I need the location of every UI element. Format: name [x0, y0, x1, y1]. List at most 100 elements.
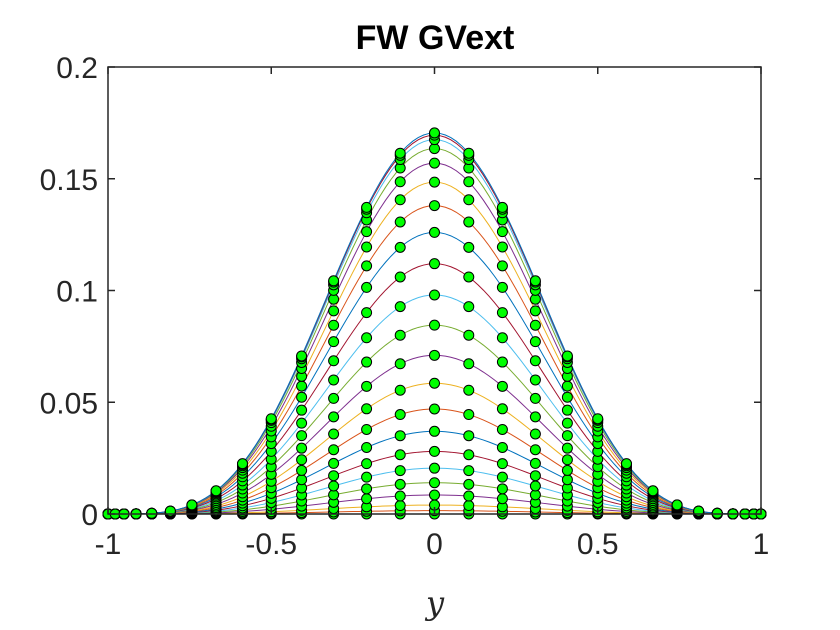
data-point-17-15 — [463, 176, 475, 188]
data-point-13-12 — [361, 307, 373, 319]
data-point-10-15 — [463, 358, 475, 370]
y-tick-label-4: 0.2 — [56, 52, 98, 85]
data-point-7-15 — [463, 430, 475, 442]
data-point-8-13 — [394, 409, 406, 421]
chart-title: FW GVext — [356, 19, 515, 57]
data-point-21-22 — [671, 499, 683, 511]
data-point-5-17 — [529, 480, 541, 492]
data-point-6-13 — [394, 449, 406, 461]
data-point-12-13 — [394, 301, 406, 313]
data-point-17-14 — [429, 157, 440, 169]
data-point-7-10 — [296, 474, 308, 486]
x-tick-labels: -1 -0.5 0 0.5 1 — [95, 528, 770, 561]
data-point-21-21 — [647, 485, 659, 497]
data-point-12-17 — [529, 374, 541, 386]
y-tick-label-3: 0.15 — [40, 164, 98, 197]
data-point-14-18 — [561, 391, 573, 403]
data-point-6-11 — [328, 470, 340, 482]
data-point-9-11 — [328, 428, 340, 440]
data-point-5-14 — [429, 462, 440, 474]
data-point-7-12 — [361, 441, 373, 453]
data-point-21-10 — [296, 350, 308, 362]
data-point-7-17 — [529, 457, 541, 469]
data-point-21-9 — [265, 413, 277, 425]
data-point-21-8 — [237, 458, 249, 470]
data-point-10-12 — [361, 380, 373, 392]
data-point-14-11 — [328, 336, 340, 348]
data-point-6-16 — [496, 458, 508, 470]
data-point-4-16 — [496, 483, 508, 495]
data-point-7-14 — [429, 425, 440, 437]
data-point-14-10 — [296, 391, 308, 403]
data-point-15-15 — [463, 216, 475, 228]
data-point-12-18 — [561, 417, 573, 429]
data-point-9-17 — [529, 428, 541, 440]
data-point-13-14 — [429, 258, 440, 270]
data-point-10-14 — [429, 349, 440, 361]
data-point-13-11 — [328, 355, 340, 367]
data-point-13-18 — [561, 404, 573, 416]
data-point-9-12 — [361, 403, 373, 415]
data-point-12-15 — [463, 301, 475, 313]
data-point-16-12 — [361, 241, 373, 253]
data-point-16-14 — [429, 176, 440, 188]
x-tick-label-1: -0.5 — [245, 528, 297, 561]
y-tick-label-2: 0.1 — [56, 276, 98, 309]
data-point-21-6 — [186, 499, 198, 511]
data-point-5-16 — [496, 471, 508, 483]
data-point-6-14 — [429, 445, 440, 457]
data-point-16-15 — [463, 194, 475, 206]
data-point-21-15 — [463, 147, 475, 159]
data-point-17-13 — [394, 176, 406, 188]
data-point-21-7 — [210, 485, 222, 497]
data-point-13-10 — [296, 404, 308, 416]
data-point-9-18 — [561, 454, 573, 466]
data-point-11-13 — [394, 329, 406, 341]
data-point-21-13 — [394, 147, 406, 159]
data-point-10-11 — [328, 411, 340, 423]
data-point-12-14 — [429, 289, 440, 301]
data-point-9-13 — [394, 384, 406, 396]
data-point-3-13 — [394, 490, 406, 502]
data-point-21-17 — [529, 275, 541, 287]
data-point-7-11 — [328, 457, 340, 469]
data-point-5-12 — [361, 471, 373, 483]
data-point-15-14 — [429, 200, 440, 212]
data-point-14-12 — [361, 281, 373, 293]
data-point-11-11 — [328, 392, 340, 404]
data-point-9-16 — [496, 403, 508, 415]
data-point-16-16 — [496, 241, 508, 253]
data-point-13-17 — [529, 355, 541, 367]
y-tick-labels: 0 0.05 0.1 0.15 0.2 — [40, 52, 98, 532]
data-point-11-14 — [429, 319, 440, 331]
data-point-16-11 — [328, 305, 340, 317]
x-axis-label: y — [424, 584, 445, 622]
data-point-11-10 — [296, 430, 308, 442]
data-point-9-10 — [296, 454, 308, 466]
data-point-2-13 — [394, 500, 406, 512]
data-point-10-10 — [296, 442, 308, 454]
data-point-21-20 — [620, 458, 632, 470]
data-point-5-13 — [394, 465, 406, 477]
data-point-8-17 — [529, 444, 541, 456]
data-point-8-10 — [296, 464, 308, 476]
data-point-12-12 — [361, 332, 373, 344]
data-point-21-19 — [592, 413, 604, 425]
data-point-15-13 — [394, 216, 406, 228]
data-point-4-13 — [394, 478, 406, 490]
y-tick-label-0: 0 — [81, 499, 98, 532]
data-point-14-14 — [429, 226, 440, 238]
data-point-21-16 — [496, 201, 508, 213]
data-point-11-18 — [561, 430, 573, 442]
data-point-15-12 — [361, 260, 373, 272]
data-point-8-15 — [463, 409, 475, 421]
data-point-8-18 — [561, 464, 573, 476]
data-point-15-11 — [328, 319, 340, 331]
data-point-15-16 — [496, 260, 508, 272]
data-point-14-13 — [394, 241, 406, 253]
data-point-15-17 — [529, 319, 541, 331]
x-tick-label-2: 0 — [426, 528, 443, 561]
data-point-14-17 — [529, 336, 541, 348]
data-point-5-11 — [328, 480, 340, 492]
data-point-15-10 — [296, 380, 308, 392]
